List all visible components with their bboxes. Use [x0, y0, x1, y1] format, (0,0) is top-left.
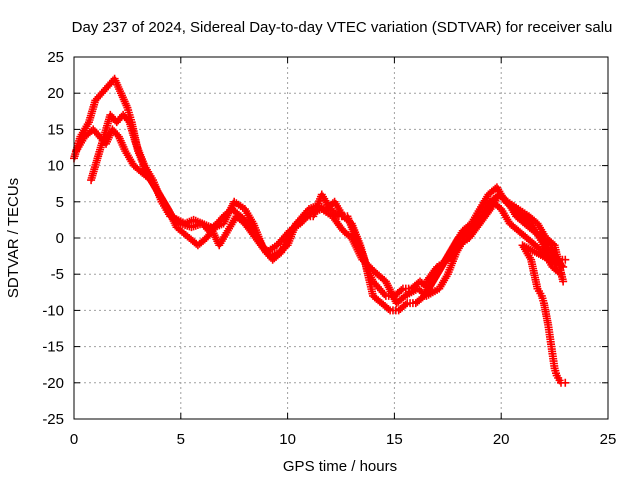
data-point — [301, 214, 310, 223]
data-point — [296, 219, 305, 228]
data-point — [559, 277, 568, 286]
x-axis-title: GPS time / hours — [283, 458, 397, 475]
data-point — [401, 300, 410, 309]
data-point — [397, 286, 406, 295]
x-tick-label: 15 — [386, 431, 403, 448]
x-tick-label: 25 — [600, 431, 617, 448]
y-tick-label: 10 — [47, 158, 64, 175]
y-tick-label: 25 — [47, 49, 64, 66]
data-series — [70, 74, 570, 387]
data-point — [380, 290, 389, 299]
data-point — [384, 304, 393, 313]
y-tick-label: -10 — [42, 302, 64, 319]
y-tick-label: 5 — [56, 194, 64, 211]
x-tick-label: 10 — [279, 431, 296, 448]
y-tick-label: 20 — [47, 85, 64, 102]
data-point — [561, 255, 570, 264]
y-axis-title: SDTVAR / TECUs — [5, 178, 22, 298]
chart-title: Day 237 of 2024, Sidereal Day-to-day VTE… — [72, 19, 613, 36]
y-tick-label: -20 — [42, 375, 64, 392]
x-tick-label: 5 — [177, 431, 185, 448]
axis-ticks: 0 5 10 15 20 25 -25 -20 -15 -10 -5 0 5 10 15 20 25 — [42, 49, 616, 448]
data-point — [303, 212, 312, 221]
x-tick-label: 0 — [70, 431, 78, 448]
y-tick-label: 0 — [56, 230, 64, 247]
y-tick-label: 15 — [47, 121, 64, 138]
y-tick-label: -15 — [42, 339, 64, 356]
y-tick-label: -25 — [42, 411, 64, 428]
data-point — [299, 215, 308, 224]
series-trace-d — [422, 190, 570, 387]
data-point — [561, 378, 570, 387]
x-tick-label: 20 — [493, 431, 510, 448]
y-tick-label: -5 — [51, 266, 64, 283]
data-point — [298, 217, 307, 226]
